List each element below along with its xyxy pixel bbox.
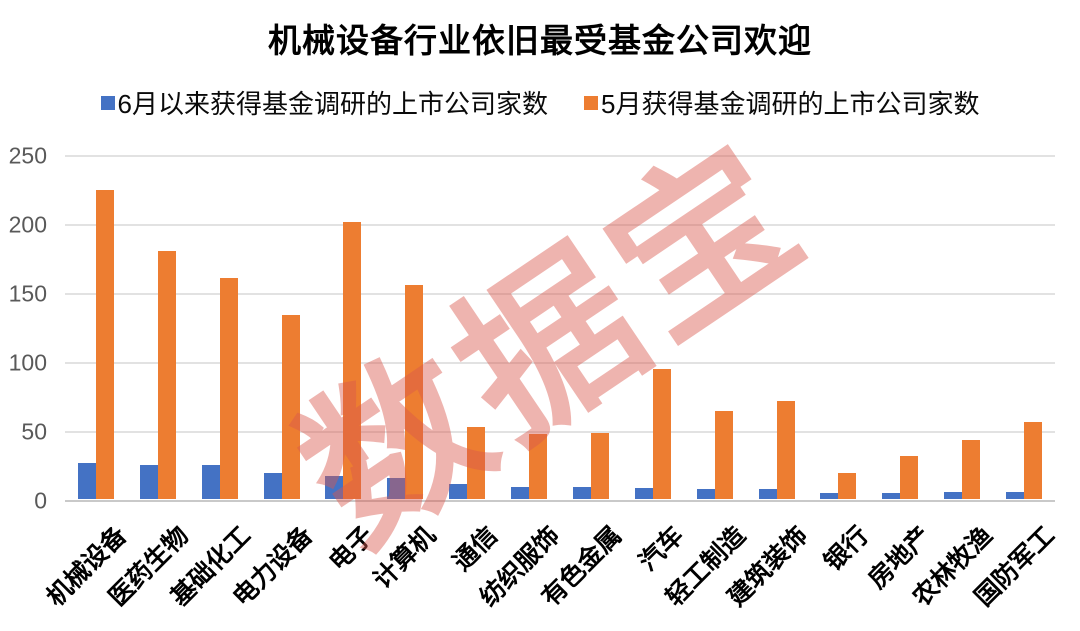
legend: 6月以来获得基金调研的上市公司家数 5月获得基金调研的上市公司家数 bbox=[0, 84, 1080, 121]
bar-june-9 bbox=[634, 487, 653, 499]
bar-may-2 bbox=[219, 278, 238, 499]
bar-june-0 bbox=[77, 463, 96, 499]
bar-may-8 bbox=[590, 432, 609, 499]
y-tick-label: 100 bbox=[8, 349, 47, 376]
y-tick-label: 200 bbox=[8, 211, 47, 238]
bar-june-10 bbox=[696, 489, 715, 499]
bar-june-2 bbox=[201, 464, 220, 499]
bar-may-9 bbox=[652, 369, 671, 499]
bar-june-11 bbox=[758, 489, 777, 499]
bar-may-13 bbox=[900, 456, 919, 499]
bar-june-5 bbox=[387, 478, 406, 499]
bar-may-0 bbox=[95, 189, 114, 499]
bar-june-7 bbox=[511, 486, 530, 499]
bar-june-4 bbox=[325, 475, 344, 499]
bar-june-13 bbox=[882, 493, 901, 499]
bar-may-10 bbox=[714, 410, 733, 499]
bar-may-1 bbox=[157, 250, 176, 499]
gridline bbox=[65, 155, 1055, 157]
legend-item-may: 5月获得基金调研的上市公司家数 bbox=[584, 84, 979, 121]
plot-area bbox=[65, 155, 1055, 502]
bar-june-12 bbox=[820, 493, 839, 499]
bar-may-14 bbox=[962, 439, 981, 499]
gridline bbox=[65, 431, 1055, 433]
legend-item-june: 6月以来获得基金调研的上市公司家数 bbox=[100, 84, 548, 121]
gridline bbox=[65, 224, 1055, 226]
legend-label-june: 6月以来获得基金调研的上市公司家数 bbox=[117, 89, 548, 119]
bar-may-4 bbox=[343, 221, 362, 499]
bar-june-1 bbox=[139, 464, 158, 499]
bar-may-6 bbox=[467, 427, 486, 499]
x-axis-line bbox=[65, 500, 1055, 502]
legend-label-may: 5月获得基金调研的上市公司家数 bbox=[601, 89, 980, 119]
y-tick-label: 150 bbox=[8, 280, 47, 307]
y-tick-label: 250 bbox=[8, 142, 47, 169]
bar-may-12 bbox=[838, 472, 857, 499]
y-tick-label: 0 bbox=[34, 487, 47, 514]
gridline bbox=[65, 293, 1055, 295]
legend-marker-may bbox=[584, 95, 598, 110]
chart-title: 机械设备行业依旧最受基金公司欢迎 bbox=[268, 22, 812, 59]
bar-june-6 bbox=[449, 483, 468, 499]
y-tick-label: 50 bbox=[21, 418, 47, 445]
gridline bbox=[65, 362, 1055, 364]
bar-may-7 bbox=[529, 434, 548, 499]
bar-may-15 bbox=[1024, 421, 1043, 499]
bar-june-8 bbox=[572, 486, 591, 499]
bar-june-14 bbox=[944, 492, 963, 499]
bar-june-15 bbox=[1006, 492, 1025, 499]
bar-may-3 bbox=[281, 315, 300, 499]
bar-may-11 bbox=[776, 401, 795, 499]
bar-may-5 bbox=[405, 285, 424, 499]
bar-june-3 bbox=[263, 472, 282, 499]
y-axis: 0 50 100 150 200 250 bbox=[0, 143, 52, 514]
x-axis: 机械设备 医药生物 基础化工 电力设备 电子 计算机 通信 纺织服饰 有色金属 汽车 轻工制造 建筑装… bbox=[41, 503, 1060, 631]
legend-marker-june bbox=[100, 95, 115, 110]
x-tick-label: 计算机 bbox=[368, 521, 442, 595]
